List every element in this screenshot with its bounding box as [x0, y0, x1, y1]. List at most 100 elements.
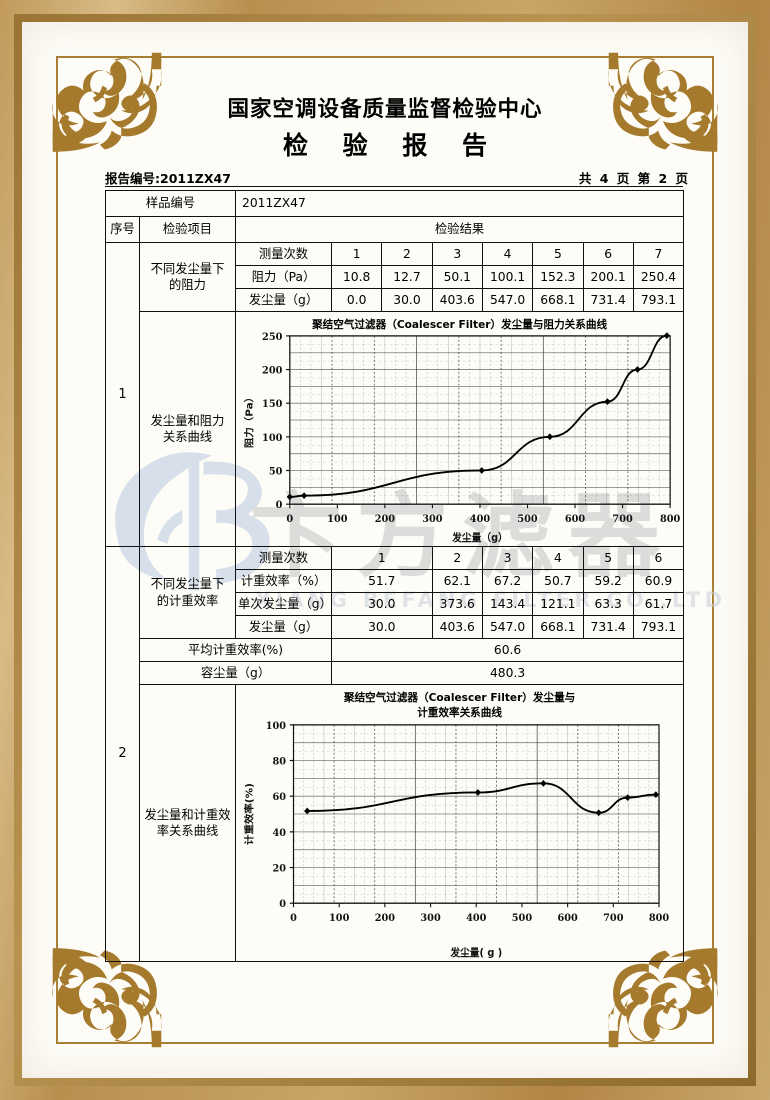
svg-text:200: 200: [375, 514, 395, 525]
table-row: 发尘量和计重效 率关系曲线 聚结空气过滤器（Coalescer Filter）发尘…: [106, 684, 685, 962]
table-row: 1 不同发尘量下 的阻力 测量次数 1 2 3 4 5 6 7: [105, 242, 685, 547]
b2-eff-2: 62.1: [431, 569, 483, 593]
b1-count-3: 3: [431, 242, 483, 266]
svg-text:700: 700: [603, 913, 623, 924]
b2-single-6: 61.7: [632, 592, 685, 616]
svg-text:300: 300: [422, 514, 442, 525]
svg-text:200: 200: [262, 365, 282, 376]
row-index-2: 2: [105, 546, 140, 962]
b2-eff-6: 60.9: [632, 569, 685, 593]
b1-dust-4: 547.0: [481, 288, 534, 312]
svg-text:800: 800: [649, 913, 669, 924]
b1-res-3: 50.1: [431, 265, 483, 289]
svg-text:800: 800: [660, 514, 680, 525]
b1-res-7: 250.4: [632, 265, 685, 289]
b1-label-count: 测量次数: [235, 242, 333, 266]
b2-dust-3: 547.0: [481, 615, 534, 639]
sample-no-value: 2011ZX47: [235, 190, 685, 217]
b2-label-dust: 发尘量（g）: [235, 615, 333, 639]
b2-dust-2: 403.6: [431, 615, 483, 639]
table-row: 样品编号 2011ZX47: [104, 190, 685, 217]
svg-text:700: 700: [612, 514, 632, 525]
chart-1-plot: 0 50 100 150 200 250 0 100 200 300 400 500 600 700 800…: [243, 332, 680, 545]
b1-res-5: 152.3: [532, 265, 584, 289]
svg-text:400: 400: [466, 913, 486, 924]
b2-single-5: 63.3: [582, 592, 634, 616]
b1-dust-2: 30.0: [381, 288, 433, 312]
svg-text:600: 600: [557, 913, 577, 924]
b1-dust-3: 403.6: [431, 288, 483, 312]
b1-count-7: 7: [632, 242, 685, 266]
b2-single-2: 373.6: [431, 592, 483, 616]
chart-cell-resistance: 聚结空气过滤器（Coalescer Filter）发尘量与阻力关系曲线 0 50 1…: [235, 311, 685, 547]
svg-text:100: 100: [327, 514, 347, 525]
b1-label-resistance: 阻力（Pa）: [235, 265, 333, 289]
item-label-curve-1: 发尘量和阻力 关系曲线: [138, 311, 237, 547]
table-row: 发尘量和阻力 关系曲线 聚结空气过滤器（Coalescer Filter）发尘量与…: [106, 311, 685, 547]
row-index-1: 1: [105, 242, 140, 547]
b2-single-3: 143.4: [481, 592, 534, 616]
svg-text:发尘量( g ): 发尘量( g ): [449, 946, 502, 959]
b2-single-4: 121.1: [532, 592, 584, 616]
b2-label-single: 单次发尘量（g）: [235, 592, 333, 616]
report-number: 报告编号:2011ZX47: [105, 171, 231, 186]
item-label-efficiency: 不同发尘量下 的计重效率: [138, 546, 237, 639]
b1-res-6: 200.1: [582, 265, 634, 289]
svg-text:500: 500: [512, 913, 532, 924]
table-row: 容尘量（g） 480.3: [106, 661, 685, 685]
b1-label-dust: 发尘量（g）: [235, 288, 333, 312]
svg-text:发尘量（g）: 发尘量（g）: [451, 531, 508, 544]
organization-title: 国家空调设备质量监督检验中心: [227, 97, 543, 122]
b1-res-2: 12.7: [381, 265, 433, 289]
b2-count-5: 5: [582, 546, 634, 570]
table-row: 平均计重效率(%) 60.6: [106, 638, 685, 662]
col-header-no: 序号: [105, 216, 140, 243]
b1-res-4: 100.1: [481, 265, 534, 289]
svg-text:0: 0: [286, 514, 293, 525]
item-label-curve-2: 发尘量和计重效 率关系曲线: [138, 684, 237, 962]
dust-capacity-label: 容尘量（g）: [138, 661, 333, 685]
b2-count-6: 6: [632, 546, 685, 570]
svg-text:20: 20: [273, 863, 287, 874]
b1-dust-5: 668.1: [532, 288, 584, 312]
svg-text:100: 100: [266, 721, 286, 732]
b2-dust-5: 731.4: [582, 615, 634, 639]
chart-2-title-line1: 聚结空气过滤器（Coalescer Filter）发尘量与: [343, 692, 576, 704]
table-header-row: 序号 检验项目 检验结果: [105, 216, 685, 243]
svg-text:0: 0: [290, 913, 297, 924]
svg-text:500: 500: [517, 514, 537, 525]
svg-text:300: 300: [420, 913, 440, 924]
svg-text:100: 100: [329, 913, 349, 924]
table-row: 发尘量（g） 30.0 403.6 547.0 668.1 731.4 793.…: [106, 615, 685, 639]
avg-eff-value: 60.6: [331, 638, 685, 662]
b2-eff-4: 50.7: [532, 569, 584, 593]
table-row: 2 不同发尘量下 的计重效率 测量次数 1 2 3 4 5 6: [105, 546, 685, 962]
b2-eff-1: 51.7: [331, 569, 433, 593]
chart-2-plot: 0 20 40 60 80 100 0 100 200 300 400 500 600 700 800 发尘量…: [243, 721, 669, 960]
chart-2-title-line2: 计重效率关系曲线: [417, 707, 502, 719]
b2-dust-1: 30.0: [331, 615, 433, 639]
b1-dust-6: 731.4: [582, 288, 634, 312]
chart-1-title: 聚结空气过滤器（Coalescer Filter）发尘量与阻力关系曲线: [312, 319, 608, 331]
svg-text:200: 200: [375, 913, 395, 924]
b1-dust-7: 793.1: [632, 288, 685, 312]
b2-dust-6: 793.1: [632, 615, 685, 639]
svg-text:600: 600: [565, 514, 585, 525]
b2-single-1: 30.0: [331, 592, 433, 616]
header-divider: [105, 186, 683, 187]
svg-text:80: 80: [273, 756, 287, 767]
table-row: 单次发尘量（g） 30.0 373.6 143.4 121.1 63.3 61.…: [106, 592, 685, 616]
svg-text:0: 0: [276, 500, 283, 511]
page-counter: 共 4 页 第 2 页: [578, 171, 690, 186]
b1-count-2: 2: [381, 242, 433, 266]
svg-text:0: 0: [279, 899, 286, 910]
b1-res-1: 10.8: [331, 265, 383, 289]
col-header-item: 检验项目: [138, 216, 237, 243]
b2-eff-5: 59.2: [582, 569, 634, 593]
svg-text:150: 150: [262, 399, 282, 410]
svg-text:400: 400: [470, 514, 490, 525]
b2-eff-3: 67.2: [481, 569, 534, 593]
svg-text:60: 60: [273, 792, 287, 803]
page-title: 检 验 报 告: [282, 131, 501, 160]
